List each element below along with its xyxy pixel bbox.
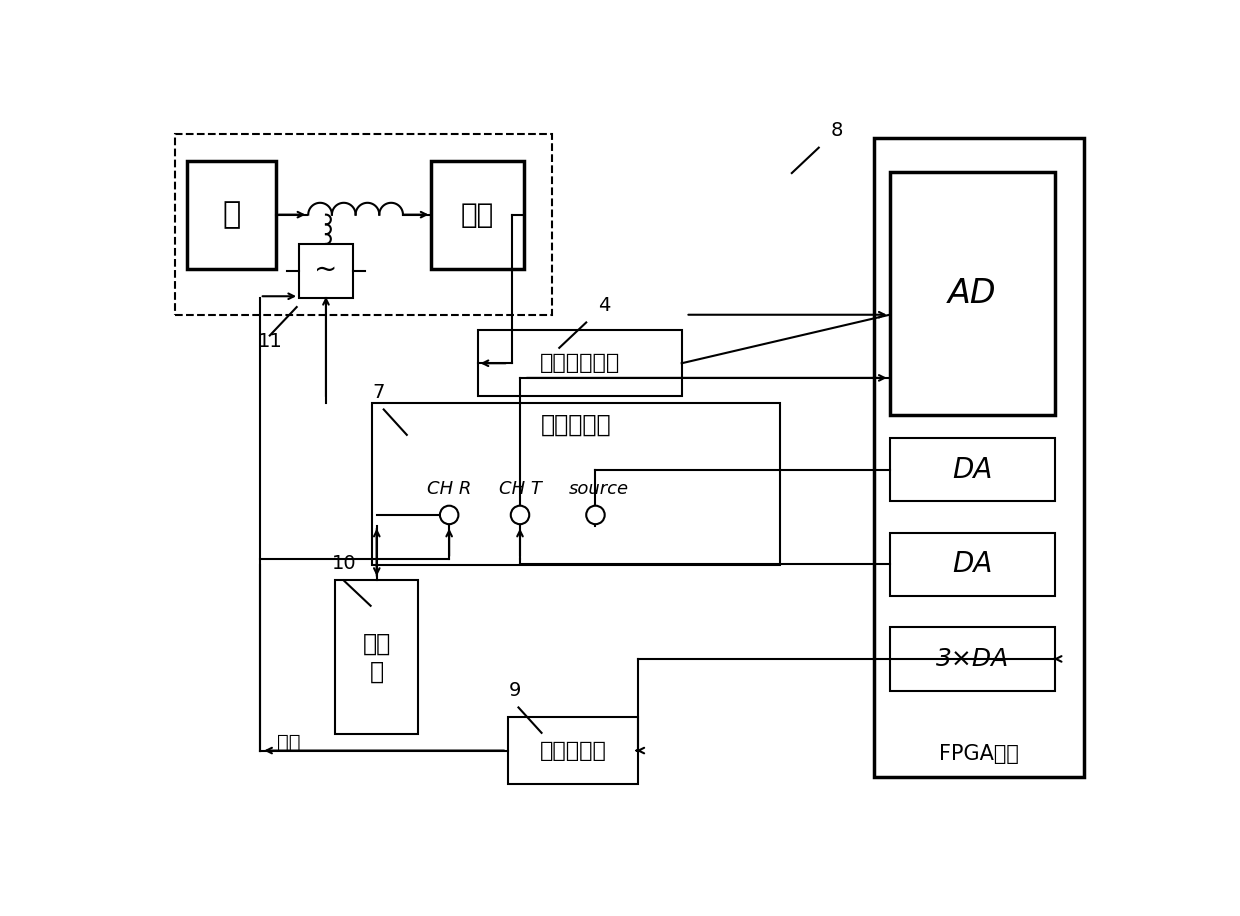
Bar: [335, 581, 418, 735]
Text: 网络分析仪: 网络分析仪: [541, 413, 611, 437]
Text: CH R: CH R: [427, 480, 471, 497]
Bar: [889, 172, 1055, 415]
Bar: [432, 160, 523, 268]
Text: 9: 9: [510, 681, 522, 700]
Text: 8: 8: [831, 121, 843, 140]
Bar: [299, 244, 353, 298]
Text: FPGA板卡: FPGA板卡: [939, 744, 1019, 764]
Text: 计算
机: 计算 机: [362, 631, 391, 683]
Text: CH T: CH T: [498, 480, 542, 497]
Text: 功率放大器: 功率放大器: [539, 740, 606, 760]
Text: 源: 源: [222, 200, 241, 229]
Text: 信号检测模块: 信号检测模块: [539, 353, 620, 373]
Bar: [889, 532, 1055, 595]
Text: 扰动: 扰动: [278, 733, 301, 752]
Text: 11: 11: [258, 333, 283, 351]
Circle shape: [511, 506, 529, 524]
Bar: [508, 716, 637, 784]
Text: ~: ~: [314, 256, 337, 283]
Bar: [889, 627, 1055, 691]
Text: 10: 10: [332, 553, 357, 572]
Text: DA: DA: [952, 455, 992, 484]
Bar: [889, 438, 1055, 501]
Text: source: source: [569, 480, 630, 497]
Text: 4: 4: [598, 296, 610, 315]
Circle shape: [587, 506, 605, 524]
Bar: [477, 330, 682, 396]
Circle shape: [440, 506, 459, 524]
Bar: [187, 160, 277, 268]
Bar: [874, 137, 1084, 777]
Text: 7: 7: [372, 383, 384, 402]
Text: DA: DA: [952, 551, 992, 578]
Text: 3×DA: 3×DA: [936, 647, 1009, 671]
Bar: [175, 134, 552, 315]
Text: AD: AD: [949, 277, 997, 310]
Bar: [372, 403, 780, 565]
Text: 负载: 负载: [461, 201, 495, 229]
